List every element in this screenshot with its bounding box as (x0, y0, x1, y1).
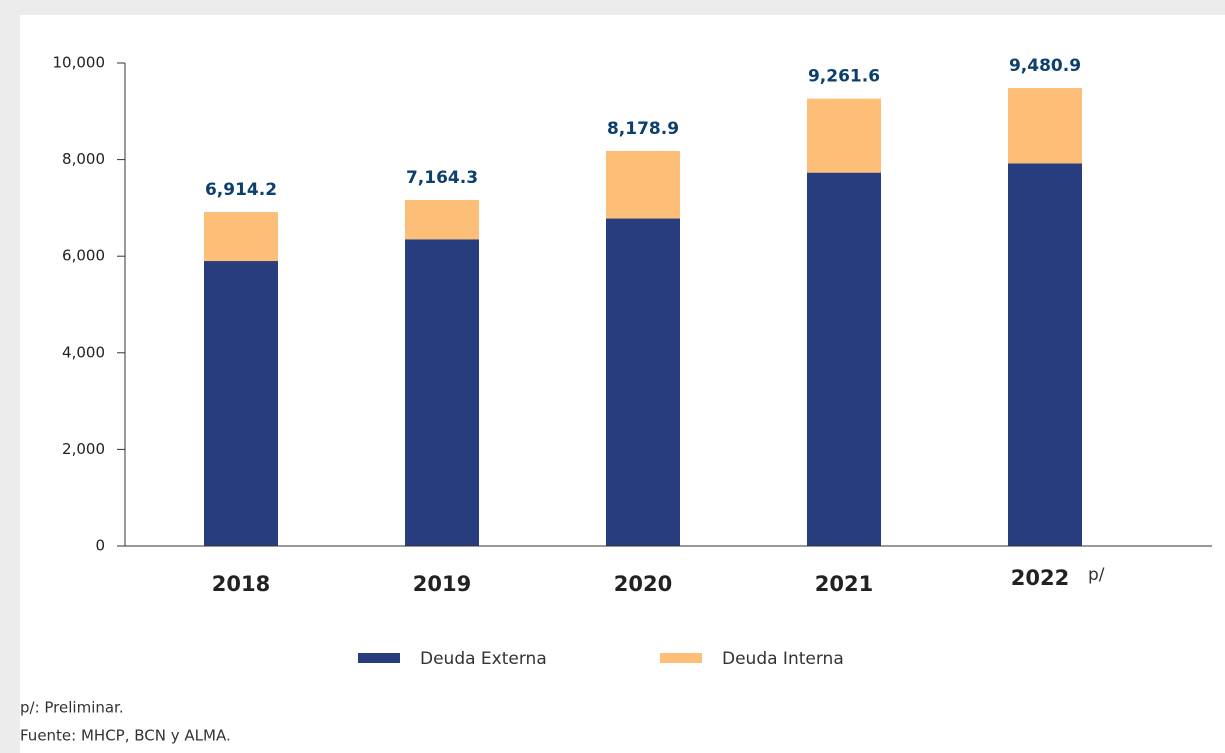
bar-segment (807, 98, 881, 173)
legend-label: Deuda Interna (722, 649, 844, 669)
source: Fuente: MHCP, BCN y ALMA. (20, 727, 231, 745)
x-tick-label: 2020 (614, 572, 672, 596)
y-tick-label: 2,000 (62, 440, 105, 458)
total-label: 8,178.9 (607, 119, 679, 139)
bar-segment (405, 239, 479, 547)
x-tick-label: 2018 (212, 572, 270, 596)
total-label: 7,164.3 (406, 168, 478, 188)
bar-segment (606, 150, 680, 219)
y-tick-label: 0 (95, 537, 105, 555)
bar-segment (204, 212, 278, 262)
total-label: 9,261.6 (808, 67, 880, 87)
total-label: 6,914.2 (205, 180, 277, 200)
bar-segment (204, 261, 278, 546)
footnote: p/: Preliminar. (20, 699, 124, 717)
legend-swatch (358, 653, 400, 663)
y-tick-label: 4,000 (62, 343, 105, 361)
bar-segment (405, 199, 479, 240)
legend-label: Deuda Externa (420, 649, 547, 669)
bar-segment (606, 218, 680, 546)
x-tick-label: 2019 (413, 572, 471, 596)
bar-segment (807, 172, 881, 547)
bar-segment (1008, 163, 1082, 547)
x-tick-label: 2022 (1011, 566, 1069, 590)
x-tick-label: 2021 (815, 572, 873, 596)
y-tick-label: 6,000 (62, 247, 105, 265)
y-tick-label: 8,000 (62, 150, 105, 168)
bar-segment (1008, 88, 1082, 164)
y-tick-label: 10,000 (53, 54, 106, 72)
category-note: p/ (1088, 565, 1105, 585)
total-label: 9,480.9 (1009, 56, 1081, 76)
legend-swatch (660, 653, 702, 663)
